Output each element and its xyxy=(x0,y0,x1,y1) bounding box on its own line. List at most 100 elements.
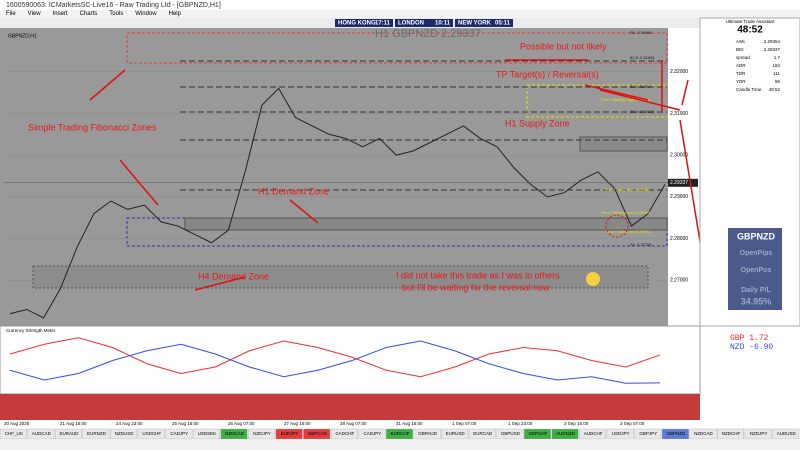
panel-key: BID xyxy=(736,47,744,52)
arrow xyxy=(289,199,319,224)
symbol-tab[interactable] xyxy=(192,428,220,440)
menu-item[interactable]: Charts xyxy=(79,11,98,17)
pl-box-text: Daily P/L xyxy=(741,287,771,294)
symbol-tab[interactable] xyxy=(413,428,441,440)
zone xyxy=(32,265,649,289)
symbol-tab[interactable] xyxy=(110,428,138,440)
y-tick-label: 2.31000 xyxy=(670,111,688,117)
strength-line xyxy=(9,340,661,384)
symbol-tab[interactable] xyxy=(358,428,386,440)
zone xyxy=(126,32,668,64)
tab-label: NZDUSD xyxy=(115,431,134,436)
symbol-tab[interactable] xyxy=(275,428,303,440)
menu-item[interactable]: Window xyxy=(135,11,157,17)
menu-item[interactable]: Help xyxy=(168,11,181,17)
panel-key: Candle Time xyxy=(736,87,762,92)
arrow xyxy=(681,79,689,106)
symbol-tab[interactable] xyxy=(579,428,607,440)
window-title: 1600590063: ICMarketsSC-Live16 - Raw Tra… xyxy=(6,1,221,9)
panel-key: YDR xyxy=(736,79,746,84)
tab-label: NZDCAD xyxy=(225,431,244,436)
symbol-tab[interactable] xyxy=(137,428,165,440)
symbol-tab[interactable] xyxy=(220,428,248,440)
status-bar xyxy=(0,440,800,450)
clock-time: 05:11 xyxy=(495,21,511,27)
level-label: Prev / Daily High 2.29532 xyxy=(605,187,651,192)
menu-bar: File View Insert Charts Tools Window Help xyxy=(0,10,800,18)
clock xyxy=(455,19,513,27)
level-label: 61.8: 2.31004 xyxy=(630,55,655,60)
chart-title: H1 GBPNZD 2.29337 xyxy=(375,28,481,40)
menu-item[interactable]: File xyxy=(6,11,16,17)
price-tag xyxy=(668,178,698,187)
clock-city: HONG KONG xyxy=(338,21,376,27)
symbol-tab[interactable] xyxy=(468,428,496,440)
tab-label: EURJPY xyxy=(281,431,299,436)
clock-city: NEW YORK xyxy=(458,21,492,27)
symbol-tab[interactable] xyxy=(54,428,82,440)
x-tick-label: 25 Aug 15:00 xyxy=(172,421,199,426)
symbol-tab[interactable] xyxy=(634,428,662,440)
indicator-title: Currency Strength Meter xyxy=(6,328,56,333)
symbol-tab[interactable] xyxy=(165,428,193,440)
legend-entry: GBP 1.72 xyxy=(730,334,769,343)
tab-label: AUDNZD xyxy=(556,431,575,436)
y-tick-label: 2.29000 xyxy=(670,194,688,200)
clock-time: 17:11 xyxy=(375,21,391,27)
annotation: H1 Demand Zone xyxy=(258,186,329,196)
tab-label: CHF_US xyxy=(5,431,23,436)
symbol-tab[interactable] xyxy=(386,428,413,440)
tab-label: CADJPY xyxy=(364,431,382,436)
tab-label: AUDCHF xyxy=(584,431,603,436)
panel-key: spread xyxy=(736,55,750,60)
tab-label: NZDCAD xyxy=(694,431,713,436)
menu-item[interactable]: Tools xyxy=(109,11,124,17)
level-label: 38.2: 2.30110 xyxy=(630,109,655,114)
symbol-tab[interactable] xyxy=(330,428,358,440)
symbol-tab[interactable] xyxy=(717,428,745,440)
x-tick-label: 28 Aug 07:00 xyxy=(340,421,367,426)
arrow xyxy=(599,89,681,111)
tab-label: EURCAD xyxy=(473,431,493,436)
menu-item[interactable]: View xyxy=(27,11,41,17)
time-axis xyxy=(0,420,700,428)
symbol-tab[interactable] xyxy=(551,428,579,440)
annotation: I did not take this trade as I was in ot… xyxy=(396,270,560,280)
tab-label: AUDUSD xyxy=(777,431,797,436)
panel-value: 48:52 xyxy=(769,87,781,92)
strength-line xyxy=(9,337,661,378)
symbol-tab[interactable] xyxy=(0,428,27,440)
menu-item[interactable]: Insert xyxy=(52,11,68,17)
symbol-tab[interactable] xyxy=(27,428,55,440)
price-axis xyxy=(668,28,700,326)
symbol-tab[interactable] xyxy=(523,428,551,440)
symbol-tab[interactable] xyxy=(82,428,110,440)
tab-label: USDSEK xyxy=(198,431,217,436)
symbol-tab[interactable] xyxy=(441,428,469,440)
y-tick-label: 2.32000 xyxy=(670,69,688,75)
y-tick-label: 2.27000 xyxy=(670,278,688,284)
x-tick-label: 1 Sep 23:00 xyxy=(508,421,533,426)
symbol-tab[interactable] xyxy=(496,428,524,440)
x-tick-label: 1 Sep 07:00 xyxy=(452,421,477,426)
arrow xyxy=(89,69,126,101)
zone xyxy=(184,217,668,231)
level-label: 50: 2.30557 xyxy=(630,84,652,89)
x-tick-label: 20 Aug 2020 xyxy=(4,421,30,426)
tab-label: CADCHF xyxy=(335,431,354,436)
symbol-tab[interactable] xyxy=(606,428,634,440)
annotation: TP Target(s) / Reversal(s) xyxy=(496,69,599,79)
symbol-tab[interactable] xyxy=(689,428,717,440)
tab-label: NZDCHF xyxy=(722,431,741,436)
symbol-tab[interactable] xyxy=(661,428,689,440)
x-tick-label: 26 Aug 07:00 xyxy=(228,421,255,426)
panel-value: 184 xyxy=(772,63,780,68)
legend-entry: NZD -6.90 xyxy=(730,343,773,352)
symbol-tab[interactable] xyxy=(248,428,276,440)
symbol-tab[interactable] xyxy=(744,428,772,440)
symbol-tab[interactable] xyxy=(303,428,331,440)
annotation: H4 Demand Zone xyxy=(198,271,269,281)
symbol-tab[interactable] xyxy=(772,428,800,440)
